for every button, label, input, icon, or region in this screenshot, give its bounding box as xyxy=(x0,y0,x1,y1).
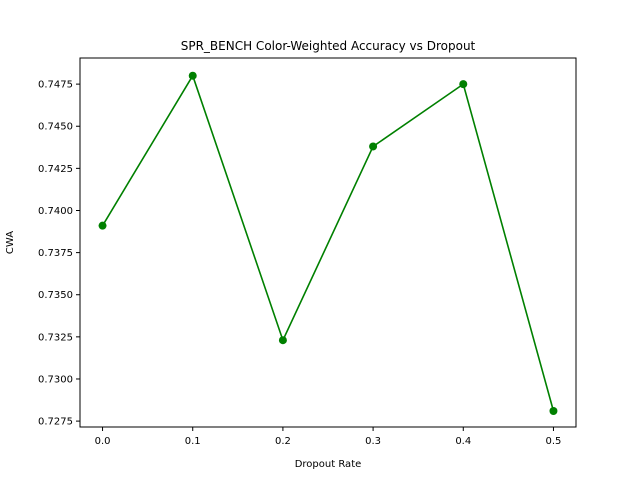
data-point xyxy=(188,71,197,80)
x-tick-label: 0.0 xyxy=(95,436,111,447)
data-point xyxy=(98,221,107,230)
y-tick-label: 0.7300 xyxy=(38,374,73,385)
data-point xyxy=(459,80,468,89)
x-tick-label: 0.1 xyxy=(185,436,201,447)
plot-area xyxy=(98,71,558,415)
y-tick-label: 0.7425 xyxy=(38,164,73,175)
data-point xyxy=(369,142,378,151)
y-tick-label: 0.7325 xyxy=(38,332,73,343)
y-tick-label: 0.7475 xyxy=(38,80,73,91)
y-axis: 0.7275 0.7300 0.7325 0.7350 0.7375 0.7400 0.74… xyxy=(38,80,80,428)
y-tick-label: 0.7450 xyxy=(38,122,73,133)
series-line xyxy=(101,73,555,412)
x-tick-label: 0.5 xyxy=(546,436,562,447)
y-tick-label: 0.7275 xyxy=(38,417,73,428)
y-tick-label: 0.7375 xyxy=(38,248,73,259)
x-tick-label: 0.2 xyxy=(275,436,291,447)
x-axis-label: Dropout Rate xyxy=(295,459,362,470)
y-axis-label: CWA xyxy=(5,231,16,254)
y-tick-label: 0.7350 xyxy=(38,290,73,301)
x-tick-label: 0.3 xyxy=(365,436,381,447)
x-axis: 0.0 0.1 0.2 0.3 0.4 0.5 xyxy=(95,427,562,447)
plot-frame xyxy=(79,57,577,428)
x-tick-label: 0.4 xyxy=(455,436,471,447)
y-tick-label: 0.7400 xyxy=(38,206,73,217)
data-point xyxy=(278,336,287,345)
chart-title: SPR_BENCH Color-Weighted Accuracy vs Dro… xyxy=(181,39,476,53)
data-point xyxy=(549,406,558,415)
